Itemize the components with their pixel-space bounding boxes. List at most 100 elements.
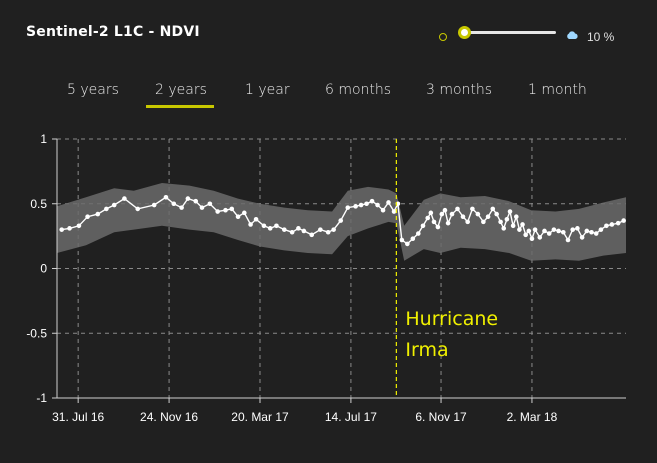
ndvi-data-point (358, 202, 364, 208)
ndvi-data-point (223, 207, 228, 213)
ndvi-data-point (507, 209, 513, 214)
x-tick-label: 20. Mar 17 (231, 410, 289, 424)
ndvi-data-point (207, 201, 213, 207)
ndvi-data-point (420, 223, 426, 229)
chart-title: Sentinel-2 L1C - NDVI (26, 24, 200, 40)
grid-lines (57, 138, 626, 399)
ndvi-data-point (598, 227, 604, 232)
ndvi-data-point (405, 241, 410, 247)
ndvi-data-point (375, 202, 380, 208)
ndvi-data-point (442, 207, 448, 213)
sun-icon (439, 33, 447, 41)
ndvi-data-point (274, 223, 279, 229)
ndvi-data-point (267, 226, 273, 231)
y-tick-label: -1 (36, 391, 47, 405)
ndvi-data-point (529, 236, 535, 242)
ndvi-data-point (338, 218, 344, 223)
ndvi-data-point (242, 210, 247, 216)
tab-5-years[interactable]: 5 years (67, 82, 119, 98)
ndvi-data-point (369, 198, 375, 204)
ndvi-data-point (589, 229, 594, 235)
annotation-label-line2: Irma (405, 339, 448, 361)
ndvi-data-point (481, 219, 486, 225)
y-tick-label: 0.5 (30, 197, 47, 211)
tab-1-month[interactable]: 1 month (528, 82, 587, 98)
ndvi-data-point (296, 226, 301, 231)
ndvi-data-point (364, 201, 369, 207)
ndvi-data-point (494, 211, 499, 217)
ndvi-data-point (575, 226, 580, 231)
ndvi-data-point (193, 198, 199, 204)
ndvi-data-point (604, 223, 609, 229)
ndvi-data-point (513, 214, 519, 219)
ndvi-data-point (345, 205, 351, 210)
ndvi-data-point (95, 211, 101, 217)
ndvi-data-point (85, 214, 90, 219)
ndvi-data-point (593, 231, 599, 236)
ndvi-data-point (253, 216, 259, 222)
ndvi-data-point (331, 227, 336, 232)
ndvi-data-point (301, 228, 307, 234)
cloud-coverage-slider-track[interactable] (463, 31, 556, 34)
ndvi-data-point (510, 223, 516, 229)
ndvi-data-point (199, 205, 205, 210)
ndvi-data-point (428, 210, 434, 216)
cloud-coverage-value: 10 % (587, 30, 615, 44)
ndvi-data-point (445, 220, 451, 226)
ndvi-data-point (318, 227, 323, 232)
ndvi-data-point (551, 227, 557, 232)
ndvi-data-point (431, 219, 437, 225)
active-tab-indicator (146, 105, 214, 108)
ndvi-data-point (399, 237, 405, 243)
ndvi-data-point (391, 209, 397, 214)
tab-1-year[interactable]: 1 year (245, 82, 290, 98)
cloud-icon (567, 31, 578, 39)
ndvi-data-point (439, 211, 445, 217)
tab-3-months[interactable]: 3 months (426, 82, 493, 98)
ndvi-data-point (498, 219, 503, 225)
ndvi-data-point (111, 202, 117, 208)
ndvi-data-point (289, 229, 295, 235)
ndvi-data-point (151, 202, 157, 208)
ndvi-data-point (386, 200, 391, 205)
time-range-tabs: 5 years 2 years 1 year 6 months 3 months… (0, 80, 657, 110)
ndvi-data-point (449, 211, 455, 217)
ndvi-data-point (532, 227, 538, 232)
ndvi-data-point (185, 196, 191, 201)
ndvi-data-point (470, 206, 475, 212)
ndvi-data-point (609, 222, 615, 227)
x-tick-label: 31. Jul 16 (52, 410, 104, 424)
tab-6-months[interactable]: 6 months (325, 82, 392, 98)
ndvi-data-point (570, 227, 576, 232)
cloud-coverage-slider-handle[interactable] (458, 26, 471, 39)
ndvi-data-point (59, 227, 65, 232)
ndvi-data-point (281, 227, 287, 232)
ndvi-data-point (465, 219, 470, 225)
ndvi-data-point (556, 228, 561, 234)
ndvi-data-point (579, 235, 585, 240)
ndvi-data-point (490, 206, 496, 212)
ndvi-data-point (179, 205, 184, 210)
x-tick-label: 6. Nov 17 (415, 410, 467, 424)
ndvi-data-point (171, 201, 177, 207)
ndvi-data-point (380, 207, 386, 213)
ndvi-data-point (435, 224, 441, 230)
ndvi-data-point (410, 236, 416, 242)
ndvi-data-point (67, 226, 72, 231)
ndvi-data-point (475, 211, 481, 217)
ndvi-data-point (504, 216, 510, 222)
ndvi-data-point (520, 222, 525, 227)
ndvi-data-point (455, 206, 460, 212)
ndvi-data-point (325, 229, 331, 235)
ndvi-data-point (163, 194, 169, 200)
ndvi-data-point (248, 222, 253, 227)
ndvi-data-point (584, 228, 590, 234)
ndvi-data-point (76, 223, 82, 229)
x-tick-label: 2. Mar 18 (507, 410, 558, 424)
axes: 1 0.5 0 -0.5 -1 31. Jul 16 24. Nov 16 20. Mar 1… (26, 132, 626, 424)
ndvi-data-point (523, 232, 528, 238)
ndvi-data-point (517, 227, 522, 232)
ndvi-data-point (615, 220, 621, 226)
ndvi-data-point (565, 237, 571, 243)
tab-2-years[interactable]: 2 years (155, 82, 207, 98)
